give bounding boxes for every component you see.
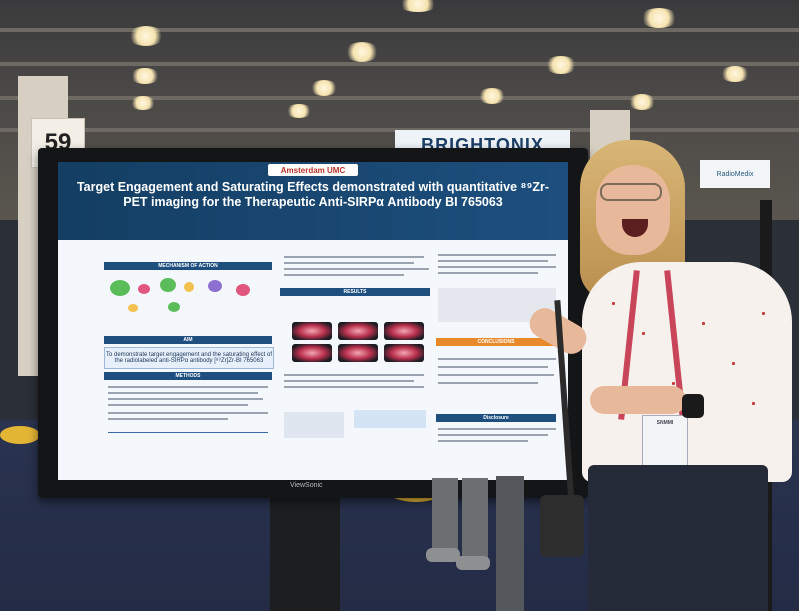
text-line <box>108 404 248 406</box>
text-line <box>108 412 268 414</box>
cell-illustration <box>208 280 222 292</box>
ceiling-light <box>286 104 312 118</box>
poster-title: Target Engagement and Saturating Effects… <box>76 180 550 209</box>
section-disclosure: Disclosure <box>436 414 556 422</box>
pet-scan-image <box>384 344 424 362</box>
shirt-pattern <box>762 312 765 315</box>
aim-statement: To demonstrate target engagement and the… <box>104 347 274 369</box>
pet-scan-image <box>338 344 378 362</box>
cell-illustration <box>168 302 180 312</box>
results-callout <box>354 410 426 428</box>
cell-illustration <box>236 284 250 296</box>
pet-scan-image <box>292 344 332 362</box>
text-line <box>284 386 424 388</box>
section-results: RESULTS <box>280 288 430 296</box>
bystander-legs <box>496 476 524 611</box>
timeline <box>108 432 268 433</box>
presenter-pants <box>588 465 768 611</box>
monitor-stand <box>270 492 340 611</box>
presenter-mouth <box>622 219 648 237</box>
presenter-face <box>596 165 670 255</box>
section-mechanism: MECHANISM OF ACTION <box>104 262 272 270</box>
text-line <box>438 440 528 442</box>
ceiling-truss <box>0 62 799 66</box>
exhibitor-sign: RadioMedix <box>700 160 770 188</box>
cell-illustration <box>110 280 130 296</box>
ceiling-light <box>545 56 577 74</box>
pet-scan-image <box>292 322 332 340</box>
text-line <box>438 366 548 368</box>
text-line <box>438 382 538 384</box>
display-monitor: Amsterdam UMC Target Engagement and Satu… <box>38 148 588 498</box>
wrist-watch <box>682 394 704 418</box>
poster-logo: Amsterdam UMC <box>268 164 358 176</box>
cell-illustration <box>128 304 138 312</box>
text-line <box>438 374 554 376</box>
text-line <box>438 260 548 262</box>
shirt-pattern <box>612 302 615 305</box>
ceiling-light <box>720 66 750 82</box>
cell-illustration <box>184 282 194 292</box>
pet-scan-image <box>384 322 424 340</box>
bystander-shoe <box>456 556 490 570</box>
text-line <box>438 272 538 274</box>
shirt-pattern <box>752 402 755 405</box>
shoulder-bag <box>540 495 584 557</box>
ceiling-light <box>345 42 379 62</box>
ceiling-light <box>628 94 656 110</box>
presenter-glasses <box>600 183 662 201</box>
text-line <box>438 254 556 256</box>
text-line <box>284 274 404 276</box>
bystander-shoe <box>426 548 460 562</box>
text-line <box>284 268 429 270</box>
ceiling-light <box>478 88 506 104</box>
text-line <box>438 358 556 360</box>
results-graph <box>284 412 344 438</box>
ceiling-light <box>128 26 164 46</box>
section-methods: METHODS <box>104 372 272 380</box>
text-line <box>108 398 263 400</box>
shirt-pattern <box>702 322 705 325</box>
cell-illustration <box>138 284 150 294</box>
text-line <box>284 262 414 264</box>
presenter-hand-pointing <box>590 386 686 414</box>
pet-scan-image <box>338 322 378 340</box>
text-line <box>438 266 556 268</box>
text-line <box>284 380 414 382</box>
text-line <box>108 392 258 394</box>
ceiling-light <box>398 0 438 12</box>
monitor-brand-logo: ViewSonic <box>290 482 323 489</box>
poster-header: Amsterdam UMC Target Engagement and Satu… <box>58 162 568 240</box>
text-line <box>284 374 424 376</box>
text-line <box>284 256 424 258</box>
cell-illustration <box>160 278 176 292</box>
ceiling-light <box>130 68 160 84</box>
text-line <box>438 434 548 436</box>
ceiling-light <box>310 80 338 96</box>
shirt-pattern <box>642 332 645 335</box>
floor-marker <box>0 426 40 444</box>
shirt-pattern <box>732 362 735 365</box>
ceiling-truss <box>0 28 799 32</box>
text-line <box>108 386 268 388</box>
section-aim: AIM <box>104 336 272 344</box>
bystander-legs <box>432 478 458 558</box>
ceiling-light <box>640 8 678 28</box>
bystander-legs <box>462 478 488 562</box>
ceiling-truss <box>0 96 799 100</box>
section-conclusions: CONCLUSIONS <box>436 338 556 346</box>
text-line <box>438 428 556 430</box>
poster-screen: Amsterdam UMC Target Engagement and Satu… <box>58 162 568 480</box>
text-line <box>108 418 228 420</box>
shirt-pattern <box>672 382 675 385</box>
ceiling-light <box>130 96 156 110</box>
